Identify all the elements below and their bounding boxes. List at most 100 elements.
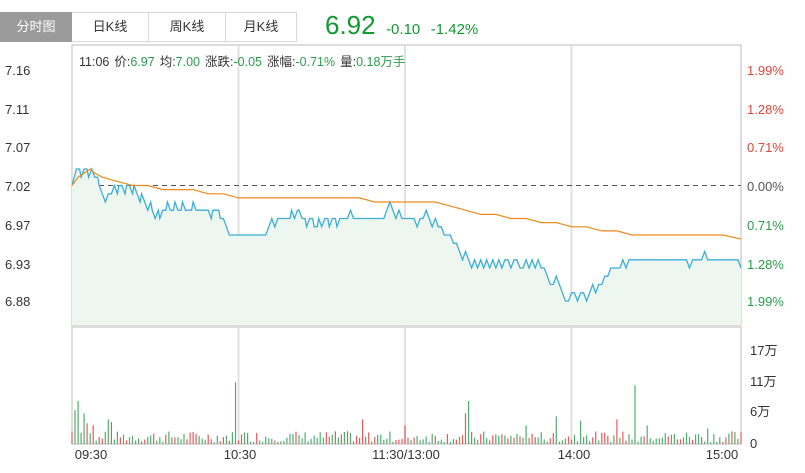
volume-bar [356,436,358,444]
volume-bar [156,440,158,444]
volume-bar [362,419,364,444]
percent-tick-label: 1.28% [747,102,784,117]
volume-bar [259,440,261,444]
volume-bar [89,433,91,444]
volume-bar [740,432,742,444]
info-price-label: 价: [114,55,131,69]
price-tick-label: 7.11 [5,102,29,117]
volume-bar [141,441,143,444]
time-tick-label: 10:30 [224,447,257,462]
volume-bar [531,433,533,444]
volume-bar [268,438,270,444]
volume-bar [383,439,385,444]
volume-bar [573,434,576,444]
volume-bar [113,439,115,444]
volume-bar [637,441,639,444]
volume-bar [349,433,352,444]
volume-bar [713,434,715,444]
tab-monthly-kline[interactable]: 月K线 [226,12,297,42]
volume-bar [728,433,730,444]
volume-bar [192,431,194,444]
volume-bar [240,434,243,444]
volume-bar [486,438,488,444]
volume-bar [307,441,309,444]
volume-bar [679,439,682,444]
volume-bar [389,431,391,444]
volume-bar [256,432,258,444]
percent-tick-label: 1.99% [747,294,784,309]
volume-tick-label: 6万 [750,404,770,419]
percent-tick-label: 0.71% [747,218,784,233]
tab-intraday[interactable]: 分时图 [0,12,72,42]
volume-bar [734,431,736,444]
info-amplitude: -0.71% [295,55,336,69]
volume-bar [168,431,170,444]
volume-bar [601,432,603,444]
volume-bar [416,435,418,444]
volume-bar [147,436,149,444]
volume-bar [492,435,494,444]
volume-bar [392,441,394,444]
volume-bar [119,437,121,444]
volume-bar [522,437,524,444]
volume-bar [737,438,739,444]
volume-bar [359,437,361,444]
volume-bar [640,436,642,444]
info-avg: 7.00 [175,55,201,69]
axis-labels: 7.16 1.99% 7.11 1.28% 7.07 0.71% 7.02 0.00% 6.97… [5,63,784,462]
percent-tick-label: 0.71% [747,140,784,155]
volume-bar [331,434,333,444]
volume-bar [437,441,439,444]
volume-bar [586,435,588,444]
info-volume: 0.18万手 [356,55,406,69]
volume-bar [513,437,515,444]
volume-bar [552,433,554,444]
volume-tick-label: 17万 [750,343,777,358]
volume-bar [250,441,252,444]
volume-bar [434,436,436,444]
price-area [72,169,741,325]
volume-bar [346,431,349,444]
volume-bar [280,441,282,444]
volume-bar [322,437,324,444]
price-change-percent: -1.42% [430,21,479,38]
volume-bar [631,439,633,444]
tab-daily-kline[interactable]: 日K线 [72,12,149,42]
time-tick-label: 09:30 [75,447,108,462]
volume-bar [649,438,651,444]
volume-bar [295,431,297,444]
volume-bar [419,440,421,444]
volume-bar [619,438,621,444]
volume-bar [504,435,506,444]
volume-bar [368,432,370,444]
volume-bar [237,440,240,444]
volume-bar [483,431,485,444]
volume-bar [144,439,146,444]
volume-tick-label: 0 [750,436,757,451]
volume-bar [410,440,412,444]
volume-bar [558,441,560,444]
volume-bar [658,438,660,444]
volume-bar [110,421,112,444]
volume-bar [525,425,527,444]
volume-bar [549,438,551,444]
volume-bar [534,437,536,444]
price-area-fill [72,169,741,325]
volume-pane-frame [71,326,742,445]
volume-bar [198,436,200,444]
volume-bar [86,423,88,444]
volume-bar [471,431,473,444]
volume-bar [289,433,291,444]
tab-weekly-kline[interactable]: 周K线 [149,12,226,42]
volume-bar [286,437,288,444]
volume-bar [622,431,624,444]
volume-bar [138,438,140,444]
volume-bar [537,437,539,444]
volume-tick-label: 11万 [750,374,777,389]
volume-bar [495,434,497,444]
volume-bar [271,438,273,444]
volume-bar [607,435,609,444]
volume-bar [340,434,342,444]
volume-bar [576,441,579,444]
